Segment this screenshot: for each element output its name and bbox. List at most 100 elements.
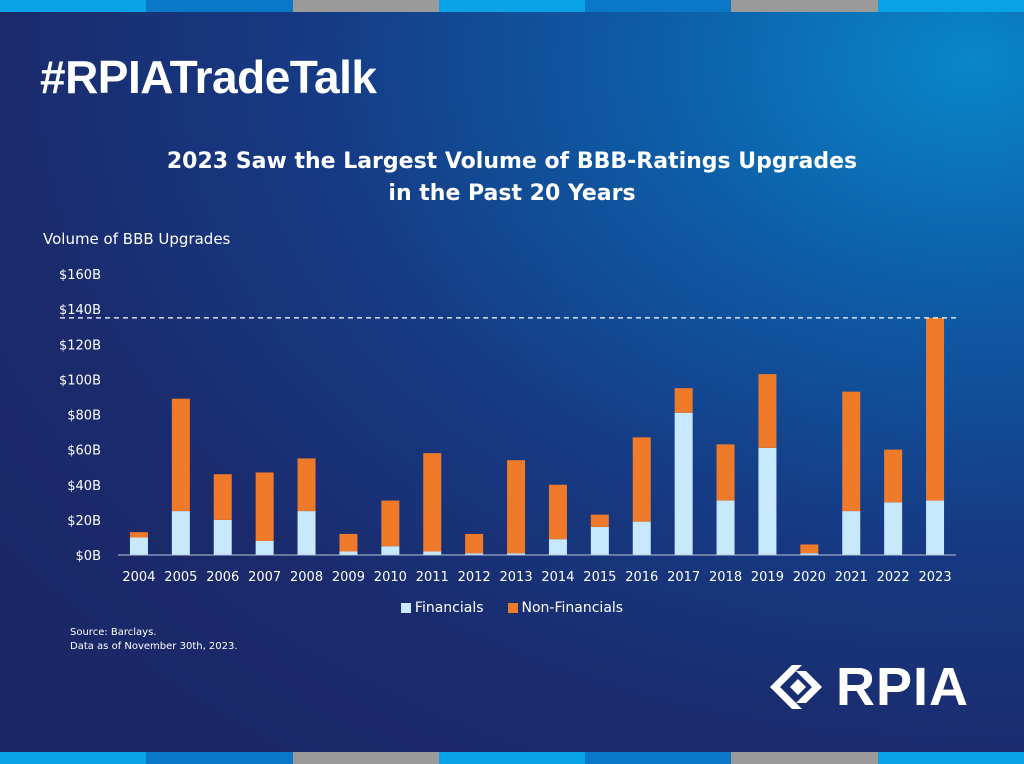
bar-non-financials-2017 [674,388,693,413]
x-tick-label: 2007 [248,570,281,585]
bar-financials-2013 [507,553,526,555]
legend-item-financials: Financials [400,600,484,616]
stripe-segment [877,0,1024,12]
stripe-segment [731,752,878,764]
bar-financials-2021 [842,511,861,555]
x-tick-label: 2006 [206,570,239,585]
x-tick-label: 2016 [625,570,658,585]
x-tick-label: 2015 [583,570,616,585]
chart-title: 2023 Saw the Largest Volume of BBB-Ratin… [0,146,1024,210]
bar-non-financials-2022 [884,449,903,503]
x-tick-label: 2023 [919,570,952,585]
stripe-segment [146,752,293,764]
y-tick-label: $100B [59,373,101,388]
stripe-segment [0,752,147,764]
y-tick-label: $80B [67,409,101,424]
bar-non-financials-2018 [716,444,735,501]
bar-financials-2018 [716,500,735,555]
x-tick-label: 2019 [751,570,784,585]
x-tick-label: 2014 [541,570,574,585]
y-tick-label: $160B [59,268,101,283]
stripe-segment [731,0,878,12]
bar-financials-2014 [548,539,567,555]
bar-financials-2012 [465,553,484,555]
bar-financials-2022 [884,502,903,555]
x-tick-label: 2010 [374,570,407,585]
rpia-logo-text: RPIA [836,657,970,717]
legend-label-financials: Financials [414,600,484,616]
x-tick-label: 2017 [667,570,700,585]
bar-financials-2015 [590,526,609,555]
bar-non-financials-2013 [507,460,526,554]
bar-financials-2023 [926,500,945,555]
y-axis-label: Volume of BBB Upgrades [43,230,231,248]
x-tick-label: 2013 [500,570,533,585]
bar-financials-2004 [129,537,148,555]
stripe-segment [0,0,147,12]
bar-financials-2005 [171,511,190,555]
x-tick-label: 2009 [332,570,365,585]
bar-financials-2016 [632,521,651,555]
chart-title-line-2: in the Past 20 Years [388,181,636,206]
stripe-segment [585,0,732,12]
y-tick-label: $40B [67,479,101,494]
bar-non-financials-2011 [423,453,442,552]
stripe-segment [292,752,439,764]
bar-non-financials-2010 [381,500,400,547]
bar-financials-2008 [297,511,316,555]
rpia-logo-icon [770,665,822,709]
y-tick-label: $20B [67,514,101,529]
stripe-segment [877,752,1024,764]
bar-financials-2019 [758,447,777,555]
bar-non-financials-2016 [632,437,651,522]
bar-non-financials-2019 [758,374,777,448]
top-color-stripe [0,0,1024,12]
x-tick-label: 2020 [793,570,826,585]
legend-item-non-financials: Non-Financials [507,600,624,616]
bar-financials-2020 [800,553,819,555]
bar-non-financials-2015 [590,514,609,527]
y-tick-label: $140B [59,303,101,318]
x-tick-label: 2005 [164,570,197,585]
bar-non-financials-2023 [926,317,945,501]
bar-financials-2009 [339,551,358,555]
bar-chart: $0B$20B$40B$60B$80B$100B$120B$140B$160B … [59,268,956,585]
bar-non-financials-2009 [339,533,358,552]
x-tick-label: 2004 [122,570,155,585]
x-tick-label: 2022 [877,570,910,585]
bar-non-financials-2020 [800,544,819,554]
legend: Financials Non-Financials [0,600,1024,616]
y-axis-ticks: $0B $20B $40B $60B $80B $100B $120B $140B $160B [59,268,101,564]
bar-non-financials-2014 [548,484,567,540]
hashtag-heading: #RPIATradeTalk [40,51,377,103]
x-tick-label: 2011 [416,570,449,585]
stripe-segment [292,0,439,12]
x-tick-label: 2021 [835,570,868,585]
bar-non-financials-2012 [465,533,484,554]
stripe-segment [585,752,732,764]
x-axis-ticks: 2004 2005 2006 2007 2008 2009 2010 2011 2012 2013… [122,570,951,585]
stripe-segment [146,0,293,12]
bottom-color-stripe [0,752,1024,764]
legend-swatch-financials [400,603,411,613]
bar-financials-2017 [674,412,693,555]
bar-group [129,317,945,555]
bar-non-financials-2006 [213,474,232,520]
legend-label-non-financials: Non-Financials [521,600,624,616]
source-note: Source: Barclays. Data as of November 30… [70,626,238,654]
chart-title-line-1: 2023 Saw the Largest Volume of BBB-Ratin… [166,149,858,174]
stripe-segment [438,0,586,12]
bar-non-financials-2007 [255,472,274,541]
bar-financials-2007 [255,540,274,555]
bar-non-financials-2008 [297,458,316,512]
bar-non-financials-2005 [171,398,190,512]
y-tick-label: $0B [76,549,101,564]
source-line-2: Data as of November 30th, 2023. [70,641,238,652]
x-tick-label: 2012 [458,570,491,585]
y-tick-label: $60B [67,444,101,459]
bar-non-financials-2004 [129,532,148,538]
y-tick-label: $120B [59,338,101,353]
legend-swatch-non-financials [507,603,518,613]
rpia-logo: RPIA [766,656,969,718]
